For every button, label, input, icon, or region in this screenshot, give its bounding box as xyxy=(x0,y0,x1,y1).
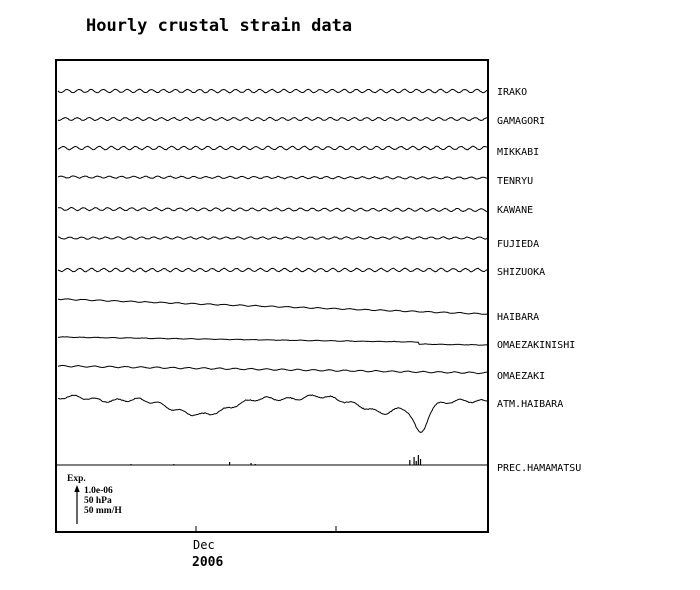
series-line-shizuoka xyxy=(57,267,488,273)
series-label-kawane: KAWANE xyxy=(497,205,533,216)
series-label-omaezakinishi: OMAEZAKINISHI xyxy=(497,340,575,351)
scale-legend: Exp. 1.0e-06 50 hPa 50 mm/H xyxy=(67,474,122,524)
series-label-atm-haibara: ATM.HAIBARA xyxy=(497,399,563,410)
x-year-label: 2006 xyxy=(192,555,223,570)
series-traces xyxy=(57,88,488,465)
series-labels: IRAKO GAMAGORI MIKKABI TENRYU KAWANE FUJIEDA S… xyxy=(497,87,581,474)
series-label-gamagori: GAMAGORI xyxy=(497,116,545,127)
x-tick-label: Dec xyxy=(193,538,215,552)
series-line-atm-haibara xyxy=(57,394,488,433)
scale-legend-line-3: 50 mm/H xyxy=(84,506,122,516)
series-line-omaezaki xyxy=(57,364,487,375)
series-line-gamagori xyxy=(57,116,488,122)
plot-frame xyxy=(55,59,489,533)
series-label-haibara: HAIBARA xyxy=(497,312,539,323)
scale-legend-line-1: 1.0e-06 xyxy=(84,486,113,496)
series-label-mikkabi: MIKKABI xyxy=(497,147,539,158)
series-label-tenryu: TENRYU xyxy=(497,176,533,187)
series-label-fujieda: FUJIEDA xyxy=(497,239,539,250)
series-line-omaezakinishi xyxy=(57,336,488,346)
series-label-shizuoka: SHIZUOKA xyxy=(497,267,545,278)
series-label-omaezaki: OMAEZAKI xyxy=(497,371,545,382)
chart-title: Hourly crustal strain data xyxy=(86,16,352,36)
scale-arrow-head xyxy=(74,485,80,492)
series-line-irako xyxy=(57,88,488,94)
series-line-tenryu xyxy=(57,175,488,180)
series-line-kawane xyxy=(58,206,488,213)
series-label-prec-hamamatsu: PREC.HAMAMATSU xyxy=(497,463,581,474)
series-line-haibara xyxy=(57,298,488,315)
series-line-fujieda xyxy=(57,236,488,240)
series-label-irako: IRAKO xyxy=(497,87,527,98)
series-line-mikkabi xyxy=(57,145,488,151)
scale-legend-label: Exp. xyxy=(67,474,86,484)
scale-legend-line-2: 50 hPa xyxy=(84,496,112,506)
